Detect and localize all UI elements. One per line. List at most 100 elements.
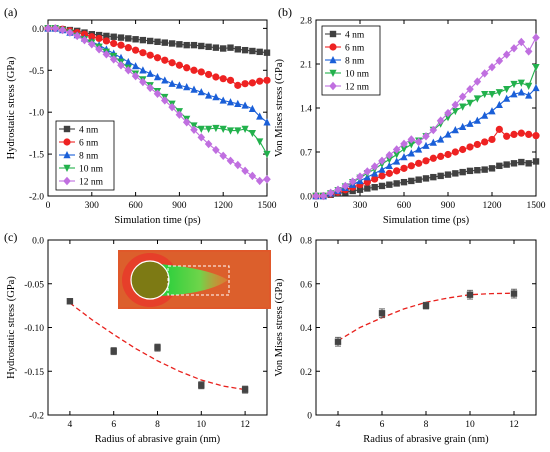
legend-marker: [63, 176, 71, 186]
legend-label: 4 nm: [79, 126, 99, 136]
data-point: [503, 94, 511, 102]
legend-marker: [63, 138, 71, 146]
x-tick-label: 10: [197, 420, 207, 430]
data-point-group: [198, 381, 205, 390]
data-point: [444, 150, 452, 159]
data-point: [204, 139, 213, 149]
data-point: [205, 70, 213, 79]
data-point: [422, 132, 430, 141]
data-point: [378, 165, 386, 173]
data-point: [341, 181, 350, 191]
y-tick-label: 0.0: [32, 237, 44, 247]
data-point: [103, 32, 110, 40]
data-point: [393, 180, 400, 187]
data-point: [356, 172, 364, 181]
panel-label: (c): [4, 230, 17, 244]
y-tick-label: 0.8: [300, 237, 312, 247]
y-tick-label: 1.4: [300, 105, 312, 115]
data-point: [212, 93, 220, 101]
data-point: [415, 159, 423, 167]
legend-item: 4 nm: [325, 31, 365, 41]
y-axis-title: Hydrostatic stress (GPa): [6, 56, 17, 159]
legend: 4 nm 6 nm 8 nm 10 nm 12 nm: [321, 25, 381, 96]
data-point: [495, 125, 503, 133]
y-tick-label: 0.0: [32, 25, 44, 35]
data-point: [510, 130, 518, 138]
data-point: [198, 382, 205, 389]
data-point: [444, 130, 452, 138]
y-tick-label: -0.05: [24, 280, 44, 290]
data-point: [334, 338, 342, 345]
legend-item: 12 nm: [59, 176, 104, 188]
x-axis-title: Simulation time (ps): [114, 215, 201, 226]
legend-marker: [329, 69, 337, 77]
data-point: [503, 161, 510, 168]
data-point: [444, 171, 452, 178]
y-axis-title: Von Mises stress (GPa): [274, 278, 285, 377]
data-point: [444, 114, 452, 122]
data-point: [481, 138, 489, 146]
data-point: [525, 91, 533, 99]
y-tick-label: -0.2: [29, 412, 44, 422]
legend-item: 6 nm: [59, 138, 99, 149]
data-point: [146, 51, 154, 59]
data-point: [429, 125, 438, 135]
data-point: [466, 143, 474, 151]
data-point: [466, 291, 474, 298]
data-point: [371, 184, 378, 191]
legend-label: 12 nm: [345, 83, 370, 93]
data-point: [102, 50, 111, 59]
data-point: [161, 56, 169, 64]
data-point: [488, 165, 496, 172]
data-point: [481, 166, 488, 173]
data-point: [168, 79, 176, 87]
data-point: [182, 118, 191, 127]
data-point: [110, 33, 117, 40]
x-tick-label: 8: [155, 420, 160, 430]
data-point: [248, 129, 256, 138]
x-axis-title: Simulation time (ps): [383, 215, 470, 226]
data-point: [220, 45, 227, 52]
data-point: [407, 141, 415, 149]
x-tick-label: 1500: [258, 201, 277, 211]
legend-item: 8 nm: [59, 151, 99, 162]
y-tick-label: -0.5: [29, 67, 44, 77]
data-point: [422, 141, 430, 149]
data-point: [44, 24, 52, 33]
data-point: [176, 41, 183, 48]
data-point: [212, 145, 220, 155]
x-tick-label: 1200: [214, 201, 233, 211]
x-tick-label: 4: [336, 420, 341, 430]
data-point: [422, 175, 430, 182]
data-point: [234, 127, 242, 135]
inset-dashed-box: [167, 265, 230, 296]
data-point: [263, 150, 271, 159]
data-point: [459, 103, 467, 111]
x-tick-label: 0: [46, 201, 51, 211]
data-point: [495, 100, 503, 109]
data-point: [451, 148, 459, 156]
data-point: [488, 62, 496, 72]
legend-marker: [63, 164, 71, 172]
data-point: [256, 48, 263, 56]
data-point: [422, 302, 430, 309]
data-point: [219, 151, 227, 160]
data-point: [517, 79, 525, 87]
x-tick-label: 8: [424, 420, 429, 430]
y-tick-label: 2.8: [300, 17, 312, 27]
data-point: [407, 135, 416, 144]
data-point: [518, 158, 525, 166]
data-point: [183, 41, 190, 49]
x-tick-label: 6: [380, 420, 385, 430]
series-12-nm: [312, 33, 540, 201]
data-point: [190, 66, 198, 74]
data-point: [429, 154, 437, 162]
y-tick-label: -0.10: [24, 324, 44, 334]
data-point: [349, 187, 356, 195]
data-point: [334, 185, 342, 194]
y-tick-label: 0.0: [300, 193, 312, 203]
data-point: [256, 138, 264, 146]
data-point: [451, 107, 459, 116]
data-point: [256, 77, 264, 85]
legend-item: 8 nm: [325, 56, 365, 67]
